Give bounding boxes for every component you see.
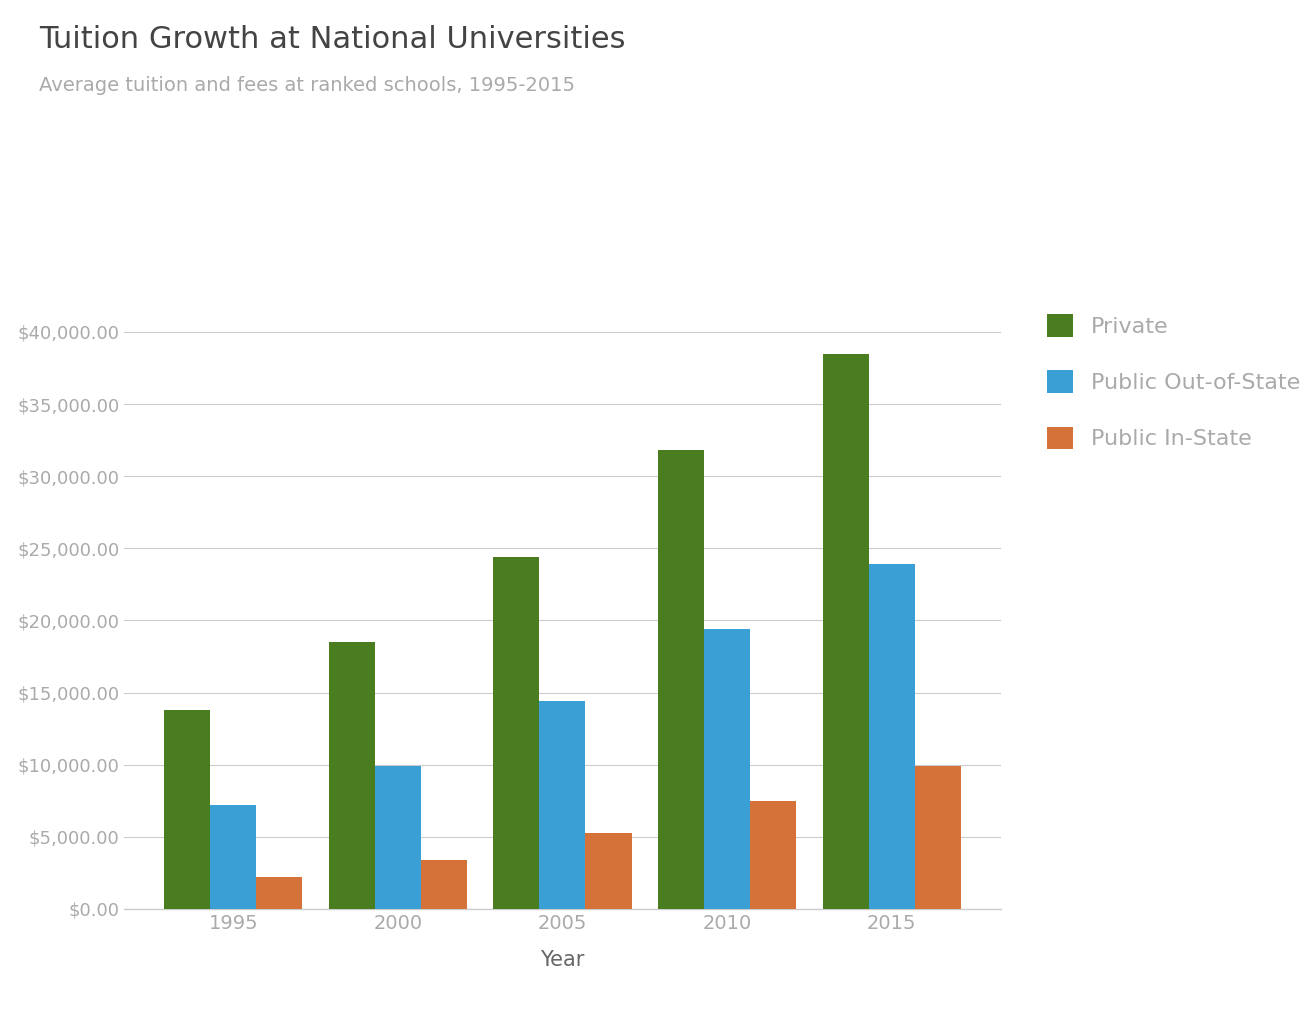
Bar: [211, 805, 256, 909]
Bar: [704, 629, 749, 909]
Text: Average tuition and fees at ranked schools, 1995-2015: Average tuition and fees at ranked schoo…: [39, 76, 576, 95]
Bar: [328, 642, 375, 909]
Bar: [375, 767, 421, 909]
Bar: [869, 565, 914, 909]
Bar: [493, 557, 539, 909]
Bar: [421, 860, 467, 909]
Bar: [586, 832, 632, 909]
Bar: [164, 710, 211, 909]
Bar: [914, 767, 961, 909]
X-axis label: Year: Year: [540, 949, 585, 970]
Text: Tuition Growth at National Universities: Tuition Growth at National Universities: [39, 25, 625, 55]
Bar: [256, 878, 302, 909]
Bar: [823, 354, 869, 909]
Bar: [658, 450, 704, 909]
Legend: Private, Public Out-of-State, Public In-State: Private, Public Out-of-State, Public In-…: [1046, 314, 1300, 449]
Bar: [749, 801, 797, 909]
Bar: [539, 701, 586, 909]
